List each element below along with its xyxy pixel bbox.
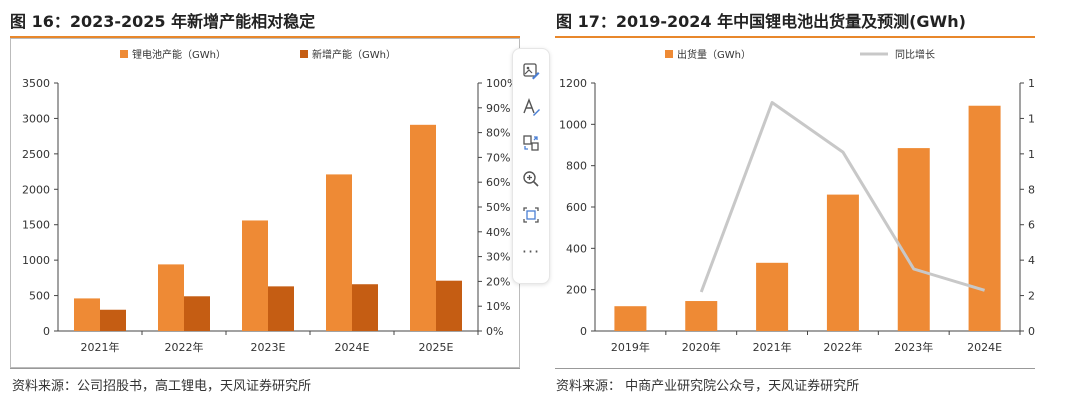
y2-tick-label: 0%	[1028, 325, 1035, 338]
convert-icon	[523, 135, 539, 151]
y2-tick-label: 80%	[486, 127, 510, 140]
y2-tick-label: 50%	[486, 201, 510, 214]
y2-tick-label: 120%	[1028, 112, 1035, 125]
shipment-bar	[614, 306, 647, 331]
y-tick-label: 2500	[22, 148, 50, 161]
y2-tick-label: 100%	[1028, 148, 1035, 161]
y-tick-label: 1000	[22, 254, 50, 267]
legend-swatch	[120, 50, 128, 58]
y-tick-label: 800	[566, 160, 587, 173]
zoom-in-button[interactable]	[516, 163, 546, 195]
screenshot-button[interactable]	[516, 199, 546, 231]
y-tick-label: 2000	[22, 183, 50, 196]
shipment-bar	[685, 301, 718, 331]
y2-tick-label: 90%	[486, 102, 510, 115]
y-tick-label: 0	[580, 325, 587, 338]
left-figure-title: 图 16：2023-2025 年新增产能相对稳定	[10, 12, 316, 31]
x-tick-label: 2021年	[753, 340, 792, 354]
capacity-bar	[158, 264, 184, 331]
x-tick-label: 2024E	[967, 341, 1002, 354]
capacity-bar	[74, 298, 100, 331]
legend-label: 新增产能（GWh）	[312, 48, 396, 61]
y2-tick-label: 30%	[486, 251, 510, 264]
new-capacity-bar	[268, 286, 294, 331]
right-figure-title: 图 17：2019-2024 年中国锂电池出货量及预测(GWh)	[556, 12, 966, 31]
growth-line	[699, 100, 986, 293]
x-tick-label: 2023E	[251, 341, 286, 354]
left-source-rule	[10, 368, 520, 369]
text-edit-icon	[523, 98, 540, 116]
legend-label: 出货量（GWh）	[677, 48, 751, 61]
zoom-in-icon	[523, 171, 539, 187]
shipment-bar	[756, 262, 789, 331]
y-tick-label: 200	[566, 284, 587, 297]
right-title-rule	[555, 36, 1035, 38]
y-tick-label: 500	[29, 290, 50, 303]
y-tick-label: 1000	[559, 118, 587, 131]
y2-tick-label: 80%	[1028, 183, 1035, 196]
new-capacity-bar	[184, 296, 210, 331]
y2-tick-label: 0%	[486, 325, 503, 338]
more-button[interactable]: ···	[516, 235, 546, 267]
y2-tick-label: 140%	[1028, 77, 1035, 90]
y-tick-label: 600	[566, 201, 587, 214]
x-tick-label: 2022年	[165, 340, 204, 354]
x-tick-label: 2022年	[823, 340, 862, 354]
x-tick-label: 2021年	[81, 340, 120, 354]
new-capacity-bar	[100, 309, 126, 331]
legend-swatch	[300, 50, 308, 58]
y2-tick-label: 100%	[486, 77, 517, 90]
x-tick-label: 2025E	[419, 341, 454, 354]
screenshot-icon	[523, 207, 539, 223]
y-tick-label: 1500	[22, 219, 50, 232]
new-capacity-bar	[352, 284, 378, 331]
shipment-bar	[897, 148, 930, 331]
left-source-text: 资料来源：公司招股书，高工锂电，天风证券研究所	[12, 379, 312, 394]
right-source-rule	[555, 368, 1035, 369]
more-icon: ···	[521, 241, 541, 261]
left-title-rule	[10, 36, 520, 38]
y2-tick-label: 70%	[486, 151, 510, 164]
image-edit-icon	[523, 63, 540, 80]
text-edit-button[interactable]	[516, 91, 546, 123]
y-tick-label: 3500	[22, 77, 50, 90]
legend-label: 同比增长	[895, 48, 935, 61]
y-tick-label: 400	[566, 242, 587, 255]
image-edit-button[interactable]	[516, 55, 546, 87]
y2-tick-label: 60%	[1028, 219, 1035, 232]
y2-tick-label: 40%	[1028, 254, 1035, 267]
y2-tick-label: 20%	[1028, 290, 1035, 303]
capacity-bar	[326, 174, 352, 331]
left-chart: 0 500 1000 1500 2000 2500 3000 3500 0% 10% 20% 30% 4…	[10, 38, 520, 368]
x-tick-label: 2020年	[682, 340, 721, 354]
x-tick-label: 2023年	[894, 340, 933, 354]
new-capacity-bar	[436, 280, 462, 331]
legend-swatch	[665, 50, 673, 58]
y2-tick-label: 20%	[486, 275, 510, 288]
y2-tick-label: 60%	[486, 176, 510, 189]
floating-toolbar: ···	[512, 48, 550, 284]
legend-label: 锂电池产能（GWh）	[132, 48, 226, 61]
shipment-bar	[968, 105, 1001, 331]
x-tick-label: 2019年	[611, 340, 650, 354]
y-tick-label: 0	[43, 325, 50, 338]
right-chart: 0 200 400 600 800 1000 1200 0% 20% 40% 60% 80% 100% 1…	[559, 48, 1035, 354]
y-tick-label: 3000	[22, 112, 50, 125]
y2-tick-label: 10%	[486, 300, 510, 313]
shipment-bar	[826, 194, 859, 331]
convert-button[interactable]	[516, 127, 546, 159]
y2-tick-label: 40%	[486, 226, 510, 239]
y-tick-label: 1200	[559, 77, 587, 90]
right-source-text: 资料来源： 中商产业研究院公众号，天风证券研究所	[556, 379, 860, 394]
capacity-bar	[410, 124, 436, 331]
x-tick-label: 2024E	[335, 341, 370, 354]
capacity-bar	[242, 220, 268, 331]
